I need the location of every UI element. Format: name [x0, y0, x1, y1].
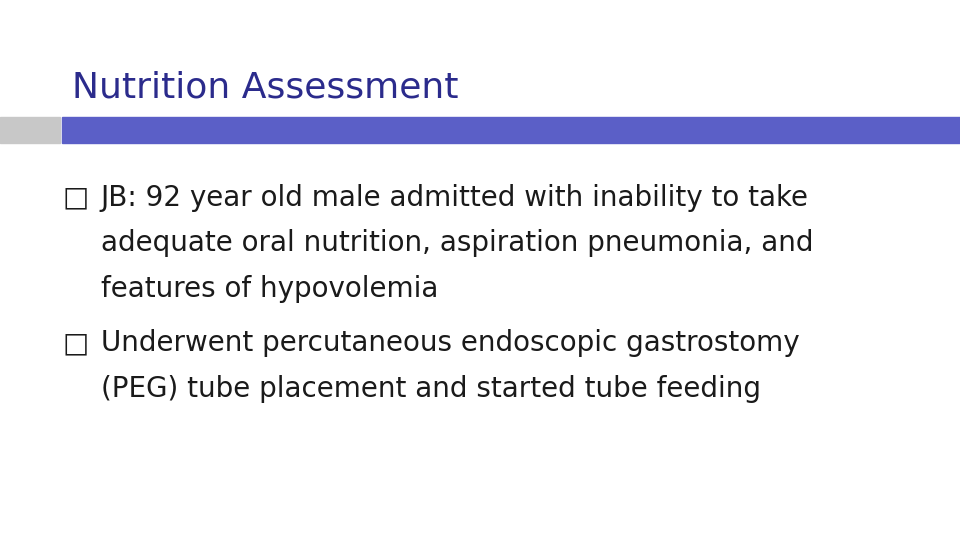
Text: Underwent percutaneous endoscopic gastrostomy: Underwent percutaneous endoscopic gastro…	[101, 329, 800, 357]
Text: □: □	[62, 329, 88, 357]
Text: JB: 92 year old male admitted with inability to take: JB: 92 year old male admitted with inabi…	[101, 184, 808, 212]
Bar	[62, 117, 960, 143]
Text: features of hypovolemia: features of hypovolemia	[101, 275, 438, 303]
Text: □: □	[62, 184, 88, 212]
Text: (PEG) tube placement and started tube feeding: (PEG) tube placement and started tube fe…	[101, 375, 760, 403]
Bar	[0, 117, 60, 143]
Text: Nutrition Assessment: Nutrition Assessment	[72, 70, 459, 104]
Text: adequate oral nutrition, aspiration pneumonia, and: adequate oral nutrition, aspiration pneu…	[101, 230, 813, 258]
